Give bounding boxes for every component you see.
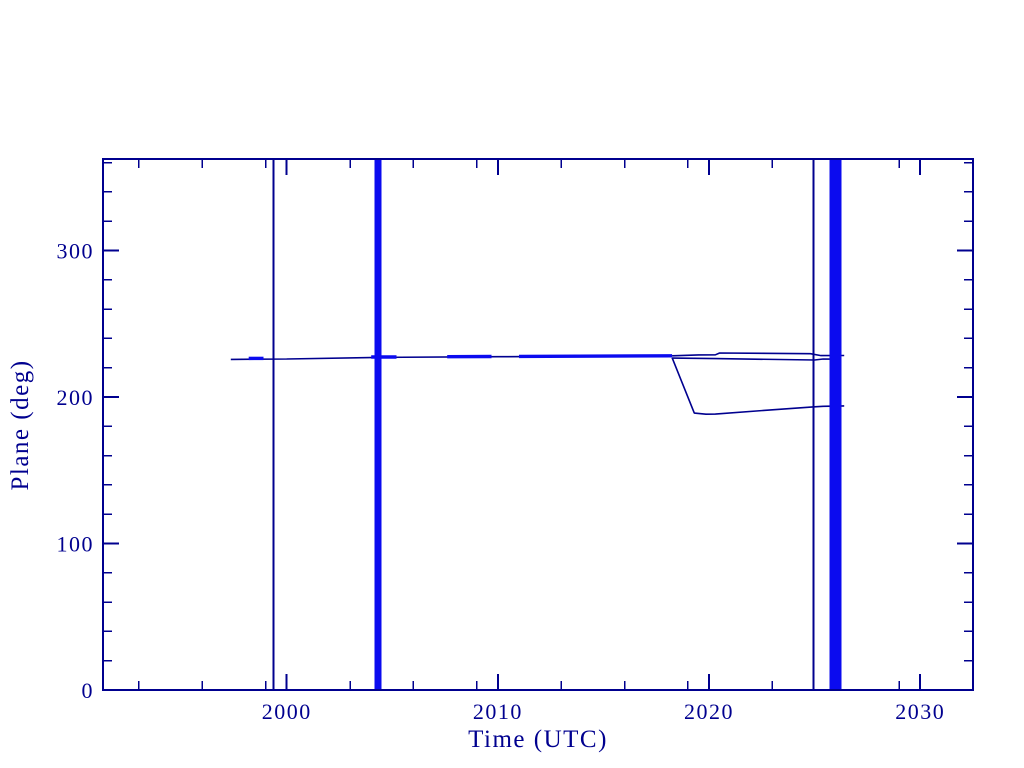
y-tick-label: 0	[82, 678, 95, 703]
x-tick-label: 2020	[684, 699, 734, 724]
x-tick-label: 2000	[262, 699, 312, 724]
x-axis-title: Time (UTC)	[468, 726, 608, 753]
plot-frame	[102, 158, 974, 691]
plane-track-branch-middle	[672, 357, 841, 361]
bold-overlay-4	[518, 354, 673, 359]
y-tick-label: 300	[57, 238, 95, 263]
y-tick-label: 100	[57, 531, 95, 556]
plane-track-branch-upper	[672, 352, 845, 357]
x-tick-label: 2010	[473, 699, 523, 724]
x-tick-label: 2030	[895, 699, 945, 724]
plane-track-branch-lower	[671, 357, 845, 415]
y-tick-label: 200	[57, 385, 95, 410]
y-axis-title: Plane (deg)	[7, 359, 34, 491]
